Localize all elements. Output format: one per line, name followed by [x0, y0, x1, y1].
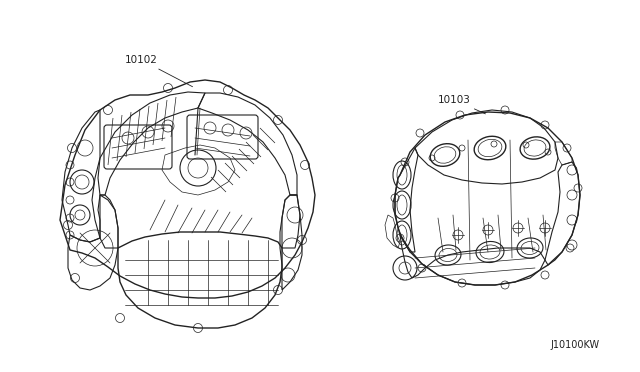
Text: J10100KW: J10100KW — [551, 340, 600, 350]
Text: 10103: 10103 — [438, 95, 486, 114]
Text: 10102: 10102 — [125, 55, 193, 87]
